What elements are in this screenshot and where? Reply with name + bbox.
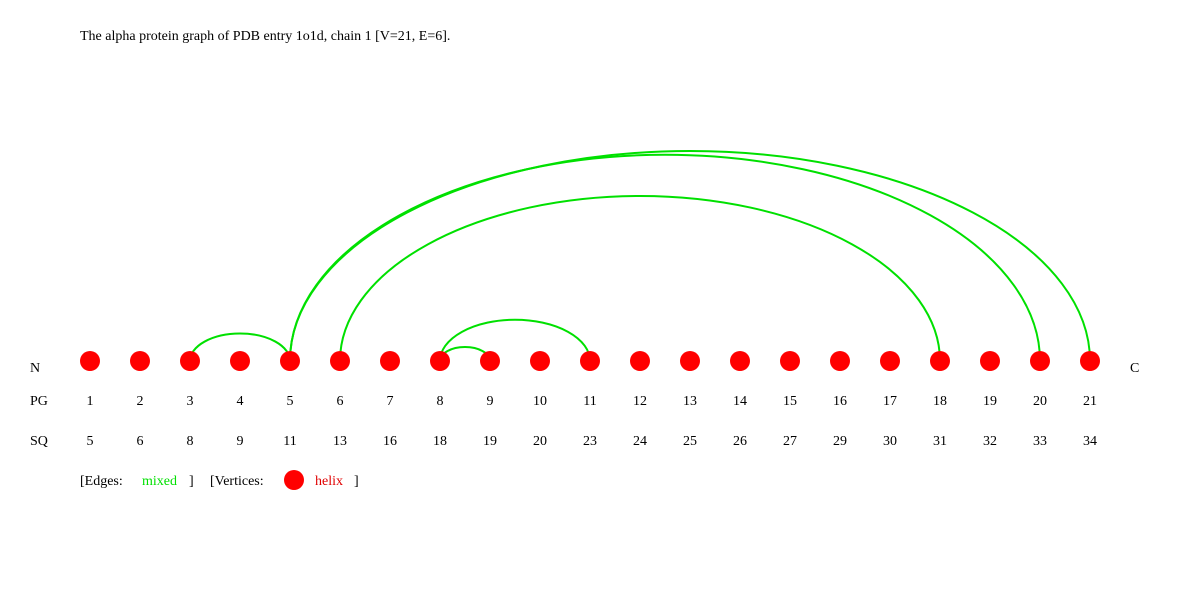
pg-row-label: PG [30,394,48,409]
vertex-5-helix [280,351,300,371]
sq-number: 34 [1083,434,1097,449]
legend-vertices-suffix: ] [354,474,359,489]
vertex-10-helix [530,351,550,371]
pg-number: 17 [883,394,897,409]
edge-5-21-mixed [289,150,1091,362]
edge-6-18-mixed [339,195,941,362]
vertex-17-helix [880,351,900,371]
vertex-19-helix [980,351,1000,371]
pg-number-row: 1 2 3 4 5 6 7 8 9 10 11 12 13 14 15 16 17 18 19 20 21 [87,394,1098,409]
pg-number: 20 [1033,394,1047,409]
pg-number: 18 [933,394,947,409]
vertex-14-helix [730,351,750,371]
sq-number: 18 [433,434,447,449]
sq-number: 8 [187,434,194,449]
sq-number: 29 [833,434,847,449]
vertex-3-helix [180,351,200,371]
pg-number: 14 [733,394,747,409]
sq-number: 9 [237,434,244,449]
vertex-9-helix [480,351,500,371]
vertex-4-helix [230,351,250,371]
vertex-6-helix [330,351,350,371]
vertex-1-helix [80,351,100,371]
vertex-12-helix [630,351,650,371]
sq-number: 25 [683,434,697,449]
pg-number: 16 [833,394,847,409]
vertex-18-helix [930,351,950,371]
pg-number: 13 [683,394,697,409]
pg-number: 12 [633,394,647,409]
edge-8-11-mixed [439,318,591,362]
legend-edges-suffix: ] [189,474,194,489]
pg-number: 9 [487,394,494,409]
sq-number: 24 [633,434,647,449]
pg-number: 21 [1083,394,1097,409]
sq-number-row: 5 6 8 9 11 13 16 18 19 20 23 24 25 26 27 29 30 31 32 33 34 [87,434,1098,449]
sq-row-label: SQ [30,434,48,449]
vertex-7-helix [380,351,400,371]
sq-number: 27 [783,434,797,449]
pg-number: 7 [387,394,394,409]
legend-helix-vertex-icon [284,470,304,490]
legend-edge-type-mixed: mixed [142,474,177,489]
sq-number: 26 [733,434,747,449]
pg-number: 3 [187,394,194,409]
edge-5-20-mixed [289,153,1041,362]
pg-number: 11 [583,394,596,409]
vertex-13-helix [680,351,700,371]
legend-vertex-type-helix: helix [315,474,343,489]
vertex-16-helix [830,351,850,371]
n-terminus-label: N [30,361,40,376]
sq-number: 16 [383,434,397,449]
pg-number: 15 [783,394,797,409]
vertex-layer [80,351,1100,371]
sq-number: 11 [283,434,296,449]
sq-number: 30 [883,434,897,449]
vertex-20-helix [1030,351,1050,371]
sq-number: 20 [533,434,547,449]
sq-number: 5 [87,434,94,449]
pg-number: 2 [137,394,144,409]
vertex-8-helix [430,351,450,371]
graph-title: The alpha protein graph of PDB entry 1o1… [80,29,450,44]
pg-number: 19 [983,394,997,409]
vertex-15-helix [780,351,800,371]
sq-number: 31 [933,434,947,449]
pg-number: 1 [87,394,94,409]
sq-number: 23 [583,434,597,449]
pg-number: 5 [287,394,294,409]
sq-number: 33 [1033,434,1047,449]
edge-layer [189,150,1091,362]
vertex-2-helix [130,351,150,371]
legend-vertices-prefix: [Vertices: [210,474,264,489]
pg-number: 8 [437,394,444,409]
legend: [Edges: mixed ] [Vertices: helix ] [80,470,359,490]
pg-number: 10 [533,394,547,409]
vertex-11-helix [580,351,600,371]
edge-3-5-mixed [189,332,291,362]
legend-edges-prefix: [Edges: [80,474,123,489]
sq-number: 6 [137,434,144,449]
c-terminus-label: C [1130,361,1139,376]
sq-number: 32 [983,434,997,449]
vertex-21-helix [1080,351,1100,371]
pg-number: 6 [337,394,344,409]
pg-number: 4 [237,394,244,409]
sq-number: 19 [483,434,497,449]
sq-number: 13 [333,434,347,449]
